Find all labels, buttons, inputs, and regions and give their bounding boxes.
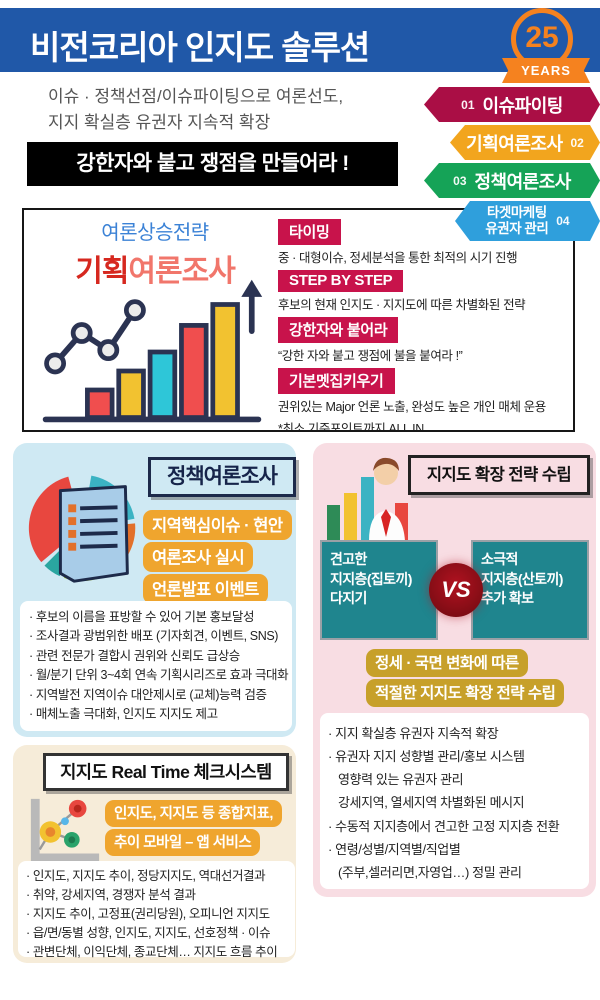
survey-pie-document-icon [28, 475, 136, 583]
strategy-box: 여론상승전략 기획여론조사 타이밍 [22, 208, 575, 432]
bubble-line: 언론발표 이벤트 [143, 574, 268, 604]
vs-left-line: 지지층(집토끼) [330, 570, 412, 587]
banner-number: 04 [556, 214, 570, 228]
realtime-panel-title: 지지도 Real Time 체크시스템 [43, 753, 289, 791]
list-item: · 조사결과 광범위한 배포 (기자회견, 이벤트, SNS) [29, 629, 279, 644]
banner-label: 기획여론조사 [466, 133, 563, 154]
banner-label: 타겟마케팅 유권자 관리 [485, 205, 548, 237]
strategy-title-bold: 기획 [75, 255, 129, 288]
policy-poll-panel: 정책여론조사 지역핵심이슈 · 현안 여론조사 실시 언론발표 이벤트 · 후보… [13, 443, 296, 737]
list-item: 영향력 있는 유권자 관리 [338, 772, 464, 788]
strategy-section: STEP BY STEP 후보의 현재 인지도 · 지지도에 따른 차별화된 전… [278, 269, 573, 313]
vs-right-box: 소극적 지지층(산토끼) 추가 확보 [471, 540, 589, 640]
banner-number: 02 [570, 135, 584, 150]
banner-label-line2: 유권자 관리 [485, 221, 549, 236]
strategy-section: 강한자와 붙어라 “강한 자와 붙고 쟁점에 불을 붙여라 !” [278, 316, 573, 364]
list-item: · 인지도, 지지도 추이, 정당지지도, 역대선거결과 [26, 869, 266, 883]
section-text: 중 · 대형이슈, 정세분석을 통한 최적의 시기 진행 [278, 251, 518, 265]
policy-panel-title: 정책여론조사 [148, 457, 296, 497]
realtime-check-panel: 지지도 Real Time 체크시스템 인지도, 지지도 등 종합지표, 추이 … [13, 745, 296, 963]
list-item: · 지지 확실층 유권자 지속적 확장 [328, 726, 499, 741]
banner-issue-fighting: 01 이슈파이팅 [424, 87, 600, 122]
list-item: · 월/분기 단위 3~4회 연속 기획시리즈로 효과 극대화 [29, 668, 289, 683]
vs-right-line: 소극적 [481, 551, 518, 567]
page-title: 비전코리아 인지도 솔루션 [30, 29, 370, 66]
list-item: · 읍/면/동별 성향, 인지도, 지지도, 선호정책 · 이슈 [26, 926, 271, 940]
list-item: (주부,셀러리면,자영업…) 정밀 관리 [338, 864, 522, 880]
list-item: · 지지도 추이, 고정표(권리당원), 오피니언 지지도 [26, 907, 270, 921]
banner-label: 정책여론조사 [474, 171, 571, 192]
tagline: 이슈 · 정책선점/이슈파이팅으로 여론선도, 지지 확실층 유권자 지속적 확… [48, 84, 343, 135]
policy-highlight-bubble: 지역핵심이슈 · 현안 여론조사 실시 언론발표 이벤트 [143, 509, 292, 605]
slogan-box: 강한자와 붙고 쟁점을 만들어라 ! [27, 142, 398, 186]
support-bullet-list: · 지지 확실층 유권자 지속적 확장 · 유권자 지지 성향별 관리/홍보 시… [320, 713, 589, 889]
vs-right-line: 지지층(산토끼) [481, 570, 563, 587]
strategy-brand: 여론상승전략 기획여론조사 [30, 216, 280, 290]
strategy-section: 기본멧집키우기 권위있는 Major 언론 노출, 완성도 높은 개인 매체 운… [278, 367, 573, 432]
bubble-line: 여론조사 실시 [143, 542, 254, 572]
section-text: 후보의 현재 인지도 · 지지도에 따른 차별화된 전략 [278, 298, 526, 312]
support-panel-title: 지지도 확장 전략 수립 [408, 455, 590, 495]
strategy-sections: 타이밍 중 · 대형이슈, 정세분석을 통한 최적의 시기 진행 STEP BY… [278, 218, 573, 432]
list-item: · 연령/성별/지역별/직업별 [328, 841, 461, 857]
list-item: · 관변단체, 이익단체, 종교단체… 지지도 흐름 추이 [26, 945, 278, 959]
support-expansion-panel: 지지도 확장 전략 수립 견고한 지지층(집토끼) 다지기 VS 소극적 지지층… [313, 443, 596, 897]
bubble-line: 추이 모바일 – 앱 서비스 [105, 829, 261, 856]
section-text: “강한 자와 붙고 쟁점에 불을 붙여라 !” [278, 349, 463, 363]
section-text: *최소 기준포인트까지 ALL IN [278, 422, 424, 432]
list-item: · 매체노출 극대화, 인지도 지지도 제고 [29, 706, 218, 721]
list-item: · 관련 전문가 결합시 권위와 신뢰도 급상승 [29, 648, 240, 663]
bubble-line: 인지도, 지지도 등 종합지표, [105, 800, 282, 827]
vs-left-box: 견고한 지지층(집토끼) 다지기 [320, 540, 438, 640]
bubble-line: 정세 · 국면 변화에 따른 [366, 649, 528, 677]
section-heading: STEP BY STEP [278, 270, 404, 292]
years-ribbon: YEARS [502, 58, 590, 83]
list-item: · 지역발전 지역이슈 대안제시로 (교체)능력 검증 [29, 687, 267, 702]
supporter-bars-person-icon [327, 457, 408, 541]
list-item: · 취약, 강세지역, 경쟁자 분석 결과 [26, 888, 196, 902]
section-heading: 타이밍 [278, 219, 341, 245]
trend-scatter-icon [30, 798, 100, 863]
section-heading: 기본멧집키우기 [278, 368, 395, 394]
vs-left-line: 다지기 [330, 590, 367, 607]
banner-number: 01 [461, 97, 475, 112]
policy-bullet-list: · 후보의 이름을 표방할 수 있어 기본 홍보달성 · 조사결과 광범위한 배… [20, 601, 292, 731]
banner-number: 03 [453, 173, 467, 188]
list-item: · 후보의 이름을 표방할 수 있어 기본 홍보달성 [29, 610, 255, 624]
tagline-line2: 지지 확실층 유권자 지속적 확장 [48, 112, 271, 132]
header-bar: 비전코리아 인지도 솔루션 [0, 8, 600, 72]
strategy-title-rest: 여론조사 [128, 255, 235, 288]
tagline-line1: 이슈 · 정책선점/이슈파이팅으로 여론선도, [48, 87, 344, 106]
vs-right-line: 추가 확보 [481, 590, 534, 607]
realtime-highlight-bubble: 인지도, 지지도 등 종합지표, 추이 모바일 – 앱 서비스 [105, 799, 282, 857]
banner-label-line1: 타겟마케팅 [487, 204, 547, 220]
section-text: 권위있는 Major 언론 노출, 완성도 높은 개인 매체 운용 [278, 400, 546, 414]
vs-badge: VS [429, 563, 483, 617]
list-item: · 유권자 지지 성향별 관리/홍보 시스템 [328, 749, 525, 765]
strategy-title: 기획여론조사 [30, 246, 280, 290]
bubble-line: 적절한 지지도 확장 전략 수립 [366, 679, 565, 707]
list-item: 강세지역, 열세지역 차별화된 메시지 [338, 795, 525, 811]
banner-target-marketing: 타겟마케팅 유권자 관리 04 [455, 201, 600, 241]
list-item: · 수동적 지지층에서 견고한 고정 지지층 전환 [328, 818, 560, 834]
realtime-bullet-list: · 인지도, 지지도 추이, 정당지지도, 역대선거결과 · 취약, 강세지역,… [18, 861, 295, 959]
strategy-section: 타이밍 중 · 대형이슈, 정세분석을 통한 최적의 시기 진행 [278, 218, 573, 266]
slogan-text: 강한자와 붙고 쟁점을 만들어라 ! [76, 152, 349, 175]
banner-policy-poll: 03 정책여론조사 [424, 163, 600, 198]
banner-planned-poll: 기획여론조사 02 [450, 125, 600, 160]
vs-left-line: 견고한 [330, 551, 367, 567]
strategy-subtitle: 여론상승전략 [101, 222, 209, 244]
support-highlight-bubble: 정세 · 국면 변화에 따른 적절한 지지도 확장 전략 수립 [366, 648, 565, 708]
section-heading: 강한자와 붙어라 [278, 317, 399, 343]
banner-label: 이슈파이팅 [482, 95, 563, 116]
growth-chart-icon [42, 279, 263, 423]
bubble-line: 지역핵심이슈 · 현안 [143, 510, 292, 540]
